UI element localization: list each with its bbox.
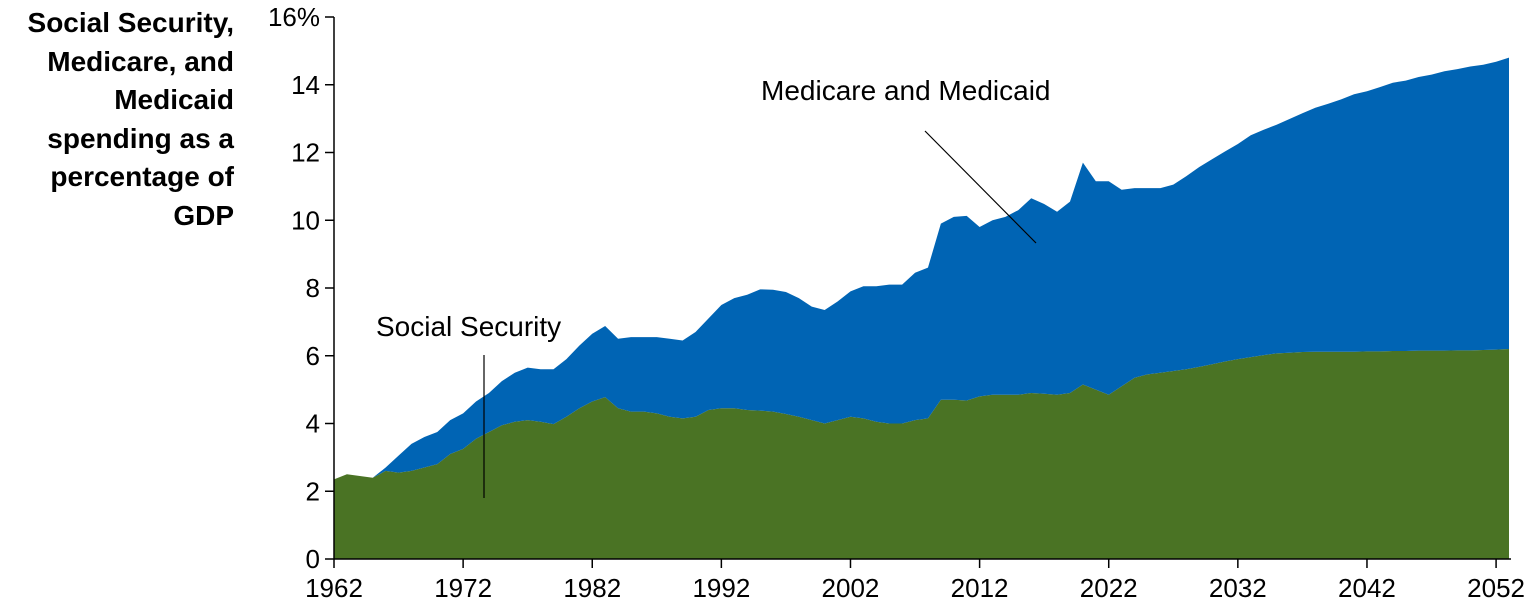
axes: 0 2 4 6 8 10 12 14 16% 1962 1972 1982 1992 2002 2012 20… bbox=[268, 2, 1525, 603]
annotation-medicare-medicaid: Medicare and Medicaid bbox=[761, 75, 1051, 106]
x-tick-label: 1992 bbox=[692, 573, 750, 603]
y-tick-label: 16% bbox=[268, 2, 320, 32]
x-tick-label: 2012 bbox=[951, 573, 1009, 603]
x-tick-label: 2052 bbox=[1467, 573, 1525, 603]
y-axis-title-line: GDP bbox=[173, 199, 234, 231]
x-tick-label: 2032 bbox=[1209, 573, 1267, 603]
y-axis-title-line: Social Security, bbox=[27, 7, 234, 38]
annotation-social-security: Social Security bbox=[376, 311, 561, 342]
y-tick-label: 6 bbox=[306, 341, 320, 371]
x-tick-label: 1962 bbox=[305, 573, 363, 603]
y-tick-label: 2 bbox=[306, 476, 320, 506]
y-axis-title-line: Medicaid bbox=[114, 84, 234, 115]
y-tick-label: 10 bbox=[291, 205, 320, 235]
y-tick-label: 12 bbox=[291, 138, 320, 168]
y-axis-title-line: Medicare, and bbox=[47, 45, 234, 77]
y-tick-label: 8 bbox=[306, 273, 320, 303]
x-tick-label: 1982 bbox=[563, 573, 621, 603]
annotation-leader-line bbox=[924, 130, 1037, 244]
y-tick-label: 0 bbox=[306, 544, 320, 574]
area-series-1 bbox=[334, 57, 1509, 480]
x-tick-label: 2022 bbox=[1080, 573, 1138, 603]
y-tick-label: 14 bbox=[291, 70, 320, 100]
x-tick-label: 2042 bbox=[1338, 573, 1396, 603]
y-axis-title: Social Security, Medicare, and Medicaid … bbox=[0, 4, 234, 235]
y-axis-title-line: percentage of bbox=[50, 161, 234, 192]
area-series-0 bbox=[334, 348, 1509, 559]
x-tick-label: 2002 bbox=[822, 573, 880, 603]
y-tick-label: 4 bbox=[306, 409, 320, 439]
annotations: Medicare and Medicaid Social Security bbox=[376, 75, 1051, 498]
plot-area bbox=[334, 57, 1509, 559]
x-tick-label: 1972 bbox=[434, 573, 492, 603]
y-axis-title-line: spending as a bbox=[47, 122, 234, 154]
